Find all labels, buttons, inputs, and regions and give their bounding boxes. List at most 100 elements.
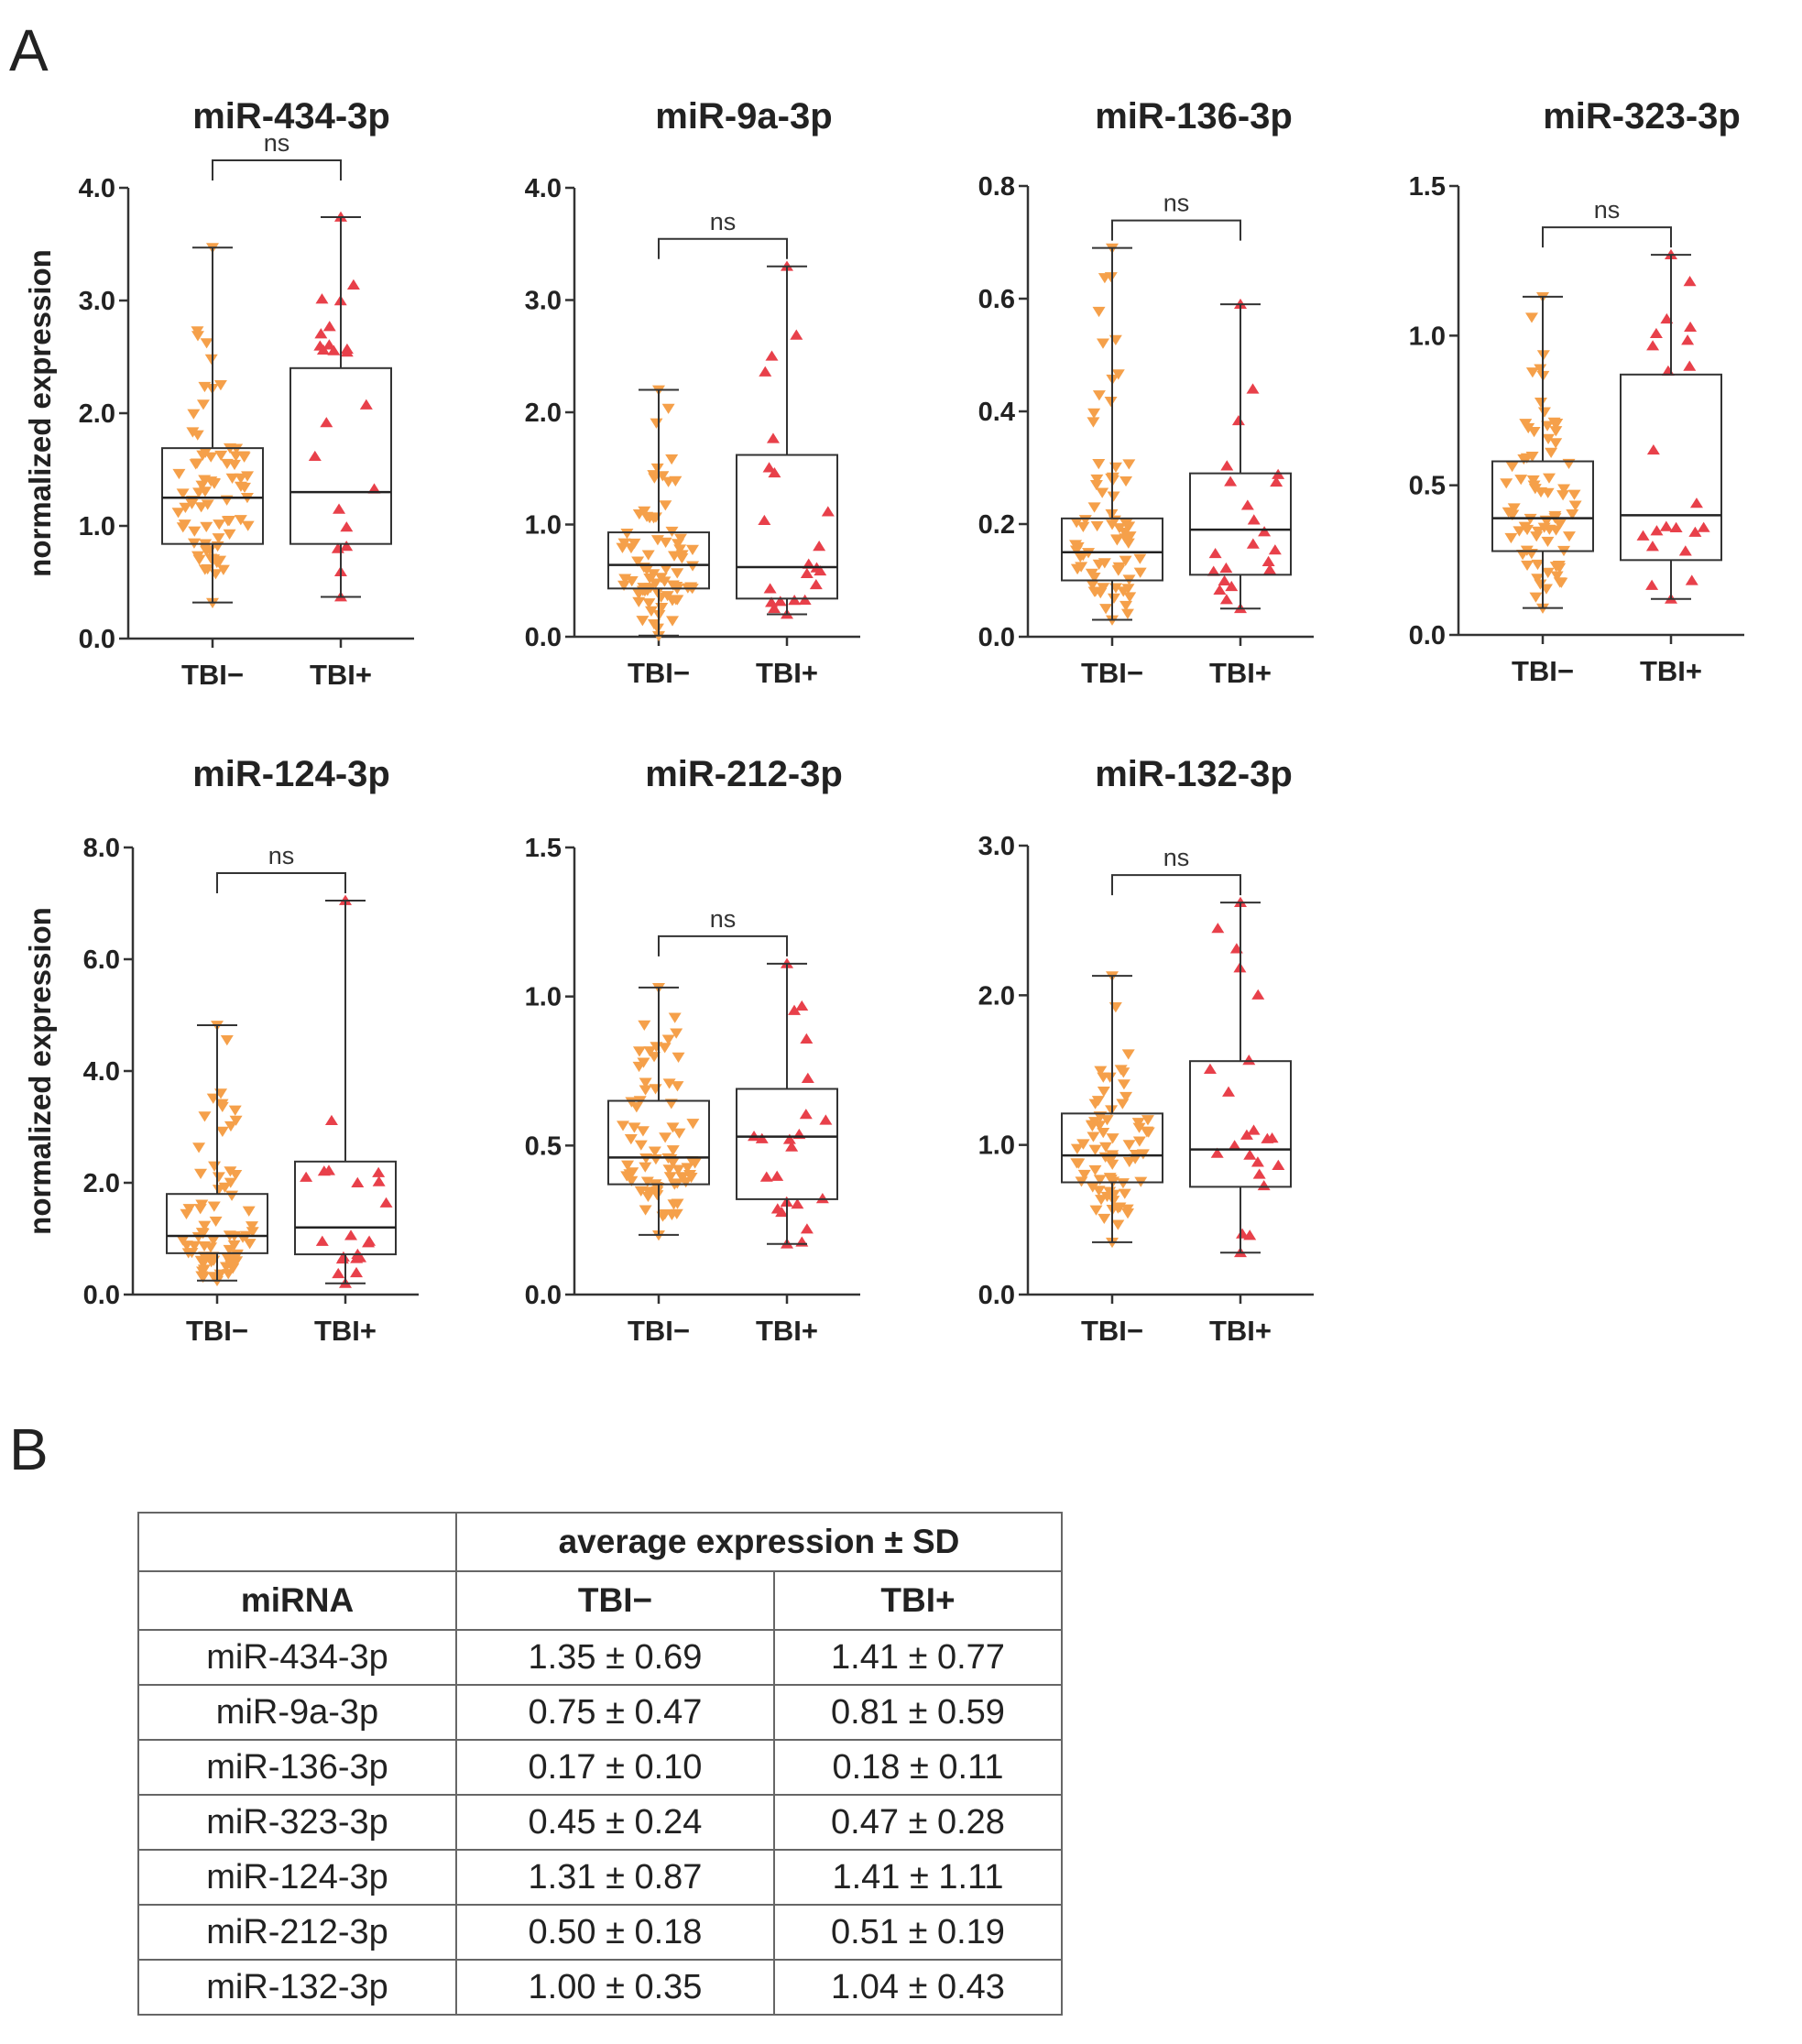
y-axis-label: normalized expression: [23, 249, 57, 577]
data-point-tbi-neg: [1111, 369, 1125, 380]
data-point-tbi-neg: [1524, 312, 1538, 323]
data-point-tbi-neg: [1107, 491, 1120, 502]
data-point-tbi-neg: [650, 587, 664, 598]
data-point-tbi-neg: [1549, 438, 1563, 449]
data-point-tbi-neg: [1122, 459, 1136, 470]
data-point-tbi-pos: [359, 399, 373, 410]
data-point-tbi-neg: [1090, 474, 1104, 486]
data-point-tbi-neg: [1119, 475, 1133, 487]
data-point-tbi-neg: [650, 418, 663, 429]
data-point-tbi-neg: [673, 544, 687, 555]
data-point-tbi-neg: [617, 1120, 630, 1131]
data-point-tbi-neg: [666, 616, 680, 627]
table-row: miR-323-3p 0.45 ± 0.24 0.47 ± 0.28: [137, 1794, 1063, 1851]
data-point-tbi-neg: [1555, 577, 1568, 588]
data-point-tbi-pos: [1242, 1054, 1256, 1066]
table-cell-tbi-pos: 1.04 ± 0.43: [773, 1959, 1063, 2016]
box-tbi-pos: [1189, 1060, 1292, 1188]
data-point-tbi-pos: [333, 503, 346, 514]
data-point-tbi-neg: [189, 459, 202, 470]
y-tick-label: 1.0: [1409, 322, 1446, 351]
data-point-tbi-neg: [673, 533, 687, 544]
table-row: miR-124-3p 1.31 ± 0.87 1.41 ± 1.11: [137, 1849, 1063, 1906]
data-point-tbi-neg: [241, 520, 255, 531]
data-point-tbi-neg: [668, 1012, 682, 1023]
data-point-tbi-neg: [640, 1176, 654, 1187]
y-tick-label: 2.0: [978, 981, 1015, 1011]
data-point-tbi-neg: [1107, 1196, 1120, 1207]
data-point-tbi-pos: [1243, 1149, 1257, 1160]
y-tick-label: 0.2: [978, 510, 1015, 540]
data-point-tbi-pos: [315, 293, 329, 304]
data-point-tbi-pos: [308, 450, 322, 462]
data-point-tbi-neg: [634, 1140, 648, 1151]
data-point-tbi-pos: [1231, 414, 1245, 426]
chart-title: miR-132-3p: [1095, 754, 1293, 794]
data-point-tbi-pos: [795, 1000, 809, 1011]
data-point-tbi-neg: [1070, 518, 1084, 529]
data-point-tbi-neg: [215, 1099, 229, 1109]
y-tick-label: 0.0: [79, 625, 115, 654]
data-point-tbi-neg: [224, 1120, 237, 1132]
table-cell-mirna: miR-9a-3p: [137, 1684, 457, 1741]
significance-label: ns: [264, 129, 290, 157]
data-point-tbi-pos: [327, 344, 341, 355]
data-point-tbi-neg: [1514, 475, 1528, 486]
category-label-tbi-pos: TBI+: [1209, 1315, 1272, 1347]
data-point-tbi-pos: [1268, 544, 1282, 555]
category-label-tbi-pos: TBI+: [756, 1315, 818, 1347]
data-point-tbi-neg: [198, 475, 212, 486]
data-point-tbi-neg: [670, 582, 683, 593]
data-point-tbi-neg: [198, 486, 212, 497]
data-point-tbi-neg: [643, 1046, 657, 1057]
data-point-tbi-neg: [200, 521, 213, 532]
data-point-tbi-pos: [1645, 579, 1659, 590]
data-point-tbi-neg: [1087, 408, 1101, 419]
data-point-tbi-neg: [1100, 1191, 1114, 1203]
data-point-tbi-pos: [1683, 360, 1697, 371]
data-point-tbi-pos: [1258, 526, 1272, 537]
data-point-tbi-pos: [1213, 584, 1227, 596]
data-point-tbi-neg: [1120, 608, 1134, 619]
data-point-tbi-pos: [350, 1266, 364, 1278]
data-point-tbi-pos: [1272, 1159, 1285, 1170]
data-point-tbi-neg: [639, 1085, 652, 1096]
data-point-tbi-neg: [1123, 592, 1137, 603]
data-point-tbi-neg: [1527, 427, 1541, 438]
y-tick-label: 0.8: [978, 172, 1015, 202]
data-point-tbi-pos: [379, 1197, 393, 1208]
data-point-tbi-neg: [228, 459, 242, 471]
data-point-tbi-neg: [1090, 520, 1104, 532]
data-point-tbi-neg: [628, 538, 641, 550]
data-point-tbi-pos: [1220, 460, 1234, 471]
data-point-tbi-neg: [665, 1209, 679, 1220]
data-point-tbi-neg: [1534, 398, 1547, 409]
data-point-tbi-neg: [1069, 545, 1083, 556]
data-point-tbi-neg: [641, 550, 655, 561]
data-point-tbi-neg: [1071, 563, 1085, 574]
data-point-tbi-neg: [647, 470, 661, 481]
data-point-tbi-neg: [675, 553, 689, 564]
data-point-tbi-pos: [788, 1004, 802, 1015]
category-label-tbi-pos: TBI+: [756, 657, 818, 689]
y-tick-label: 2.0: [525, 399, 562, 428]
data-point-tbi-pos: [1236, 1228, 1250, 1239]
data-point-tbi-neg: [198, 1111, 212, 1122]
data-point-tbi-neg: [649, 1084, 662, 1095]
box-tbi-neg: [1061, 1112, 1163, 1184]
data-point-tbi-pos: [1208, 547, 1222, 559]
data-point-tbi-neg: [656, 1211, 670, 1222]
data-point-tbi-neg: [629, 1102, 643, 1113]
box-tbi-pos: [1620, 373, 1722, 562]
data-point-tbi-neg: [1097, 338, 1110, 349]
data-point-tbi-neg: [1550, 419, 1564, 430]
box-tbi-neg: [166, 1193, 268, 1254]
y-tick-label: 0.5: [525, 1131, 562, 1161]
data-point-tbi-neg: [649, 578, 662, 589]
data-point-tbi-neg: [639, 1077, 652, 1088]
data-point-tbi-pos: [1207, 565, 1220, 576]
category-label-tbi-neg: TBI−: [1081, 657, 1143, 689]
data-point-tbi-pos: [773, 596, 787, 607]
data-point-tbi-neg: [188, 1241, 202, 1252]
y-tick-label: 1.5: [525, 834, 562, 863]
